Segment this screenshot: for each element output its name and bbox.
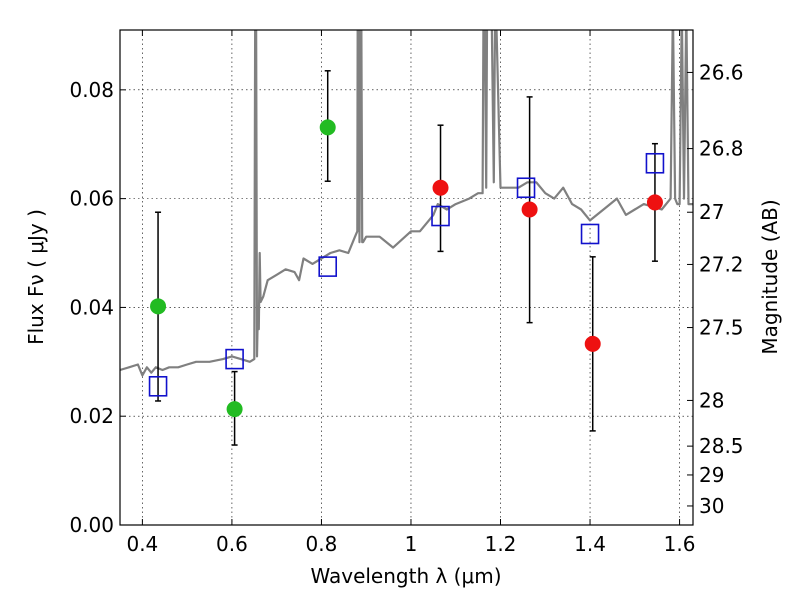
magnitude-tick-label: 28.5 — [699, 434, 744, 458]
data-markers — [148, 119, 665, 418]
magnitude-tick-label: 26.8 — [699, 137, 744, 161]
y-axis-ticks: 0.00 0.02 0.04 0.06 0.08 — [69, 78, 126, 537]
y-tick-label: 0.00 — [69, 513, 114, 537]
model-point — [318, 256, 338, 277]
plot-frame — [119, 29, 694, 526]
magnitude-tick-label: 27 — [699, 200, 724, 224]
x-tick-label: 1.2 — [485, 532, 517, 556]
x-tick-label: 0.8 — [306, 532, 338, 556]
magnitude-tick-label: 27.5 — [699, 316, 744, 340]
magnitude-tick-label: 27.2 — [699, 252, 744, 276]
model-point — [148, 375, 168, 397]
data-point — [226, 401, 243, 418]
model-spectrum — [120, 30, 693, 377]
x-tick-label: 0.4 — [126, 532, 158, 556]
data-point — [432, 179, 449, 196]
y-axis-label: Flux Fν ( μJy ) — [24, 209, 48, 345]
y-tick-label: 0.08 — [69, 78, 114, 102]
model-point — [431, 205, 450, 227]
magnitude-axis-ticks: 26.6 26.8 27 27.2 27.5 28 28.5 29 30 — [687, 60, 744, 518]
x-tick-label: 0.6 — [216, 532, 248, 556]
model-point — [516, 177, 536, 199]
data-point — [584, 335, 601, 352]
x-axis-ticks: 0.4 0.6 0.8 1 1.2 1.4 1.6 — [126, 30, 695, 556]
magnitude-axis-label: Magnitude (AB) — [758, 199, 782, 354]
spectrum-line — [120, 30, 693, 377]
magnitude-tick-label: 26.6 — [699, 60, 744, 84]
x-tick-label: 1.6 — [664, 532, 696, 556]
magnitude-tick-label: 30 — [699, 494, 724, 518]
magnitude-tick-label: 28 — [699, 388, 724, 412]
x-tick-label: 1.4 — [574, 532, 606, 556]
data-point — [150, 298, 167, 315]
model-point — [645, 152, 665, 174]
x-axis-label: Wavelength λ (μm) — [310, 564, 501, 588]
model-point — [580, 223, 600, 245]
x-tick-label: 1 — [405, 532, 418, 556]
grid-lines — [120, 30, 693, 525]
data-point — [319, 119, 336, 136]
data-point — [521, 201, 538, 218]
model-point — [225, 348, 244, 370]
y-tick-label: 0.04 — [69, 295, 114, 319]
y-tick-label: 0.06 — [69, 187, 114, 211]
y-tick-label: 0.02 — [69, 404, 114, 428]
error-bars — [155, 70, 658, 446]
data-point — [646, 194, 663, 211]
magnitude-tick-label: 29 — [699, 463, 724, 487]
